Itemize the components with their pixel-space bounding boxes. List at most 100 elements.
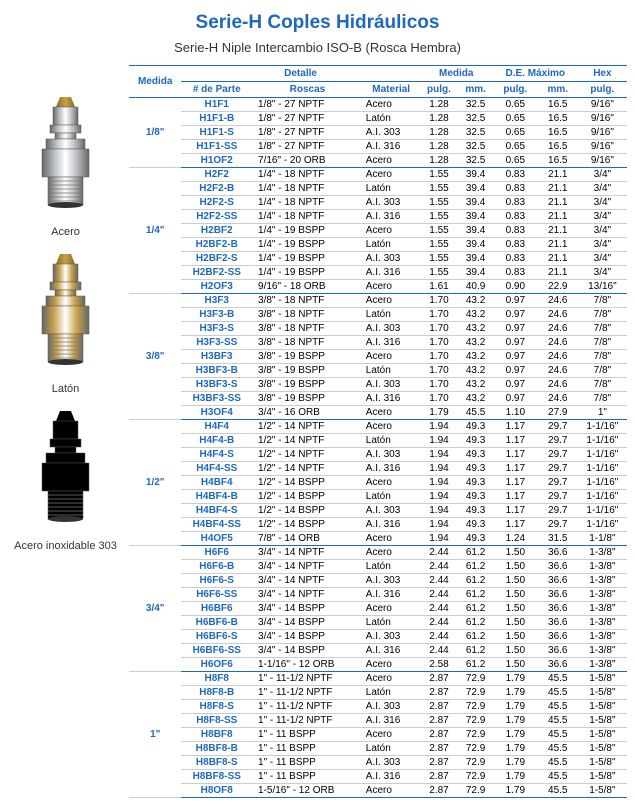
cell-de-mm: 31.5 xyxy=(538,532,578,546)
cell-de-mm: 16.5 xyxy=(538,112,578,126)
cell-material: Acero xyxy=(363,224,420,238)
cell-material: Acero xyxy=(363,476,420,490)
cell-pulg: 1.55 xyxy=(420,168,459,182)
cell-de-pulg: 0.83 xyxy=(493,210,538,224)
cell-roscas: 1/2" - 14 BSPP xyxy=(252,476,363,490)
cell-medida: 1/4" xyxy=(129,168,181,294)
cell-material: A.I. 316 xyxy=(363,462,420,476)
table-row: H3BF3-S3/8" - 19 BSPPA.I. 3031.7043.20.9… xyxy=(129,378,627,392)
cell-pulg: 1.55 xyxy=(420,224,459,238)
cell-part: H3BF3-SS xyxy=(181,392,252,406)
cell-material: Acero xyxy=(363,672,420,686)
table-row: 1/8"H1F11/8" - 27 NPTFAcero1.2832.50.651… xyxy=(129,98,627,112)
cell-pulg: 1.28 xyxy=(420,98,459,112)
cell-de-pulg: 1.79 xyxy=(493,756,538,770)
cell-mm: 39.4 xyxy=(458,224,492,238)
content-container: Acero Latón xyxy=(8,65,627,798)
cell-hex: 3/4" xyxy=(578,196,627,210)
table-row: H3F3-S3/8" - 18 NPTFA.I. 3031.7043.20.97… xyxy=(129,322,627,336)
cell-de-mm: 29.7 xyxy=(538,518,578,532)
cell-pulg: 1.94 xyxy=(420,462,459,476)
cell-de-pulg: 0.65 xyxy=(493,154,538,168)
cell-de-mm: 16.5 xyxy=(538,154,578,168)
cell-material: Latón xyxy=(363,560,420,574)
cell-material: Acero xyxy=(363,294,420,308)
cell-mm: 49.3 xyxy=(458,490,492,504)
cell-pulg: 1.28 xyxy=(420,112,459,126)
cell-medida: 3/4" xyxy=(129,546,181,672)
cell-de-pulg: 0.97 xyxy=(493,378,538,392)
cell-hex: 3/4" xyxy=(578,252,627,266)
cell-roscas: 3/4" - 14 NPTF xyxy=(252,546,363,560)
cell-de-pulg: 0.83 xyxy=(493,196,538,210)
cell-part: H1F1-S xyxy=(181,126,252,140)
cell-roscas: 3/8" - 19 BSPP xyxy=(252,350,363,364)
cell-part: H2OF3 xyxy=(181,280,252,294)
cell-pulg: 1.94 xyxy=(420,448,459,462)
cell-material: A.I. 303 xyxy=(363,574,420,588)
cell-pulg: 1.94 xyxy=(420,518,459,532)
cell-roscas: 1/4" - 18 NPTF xyxy=(252,182,363,196)
cell-part: H2F2 xyxy=(181,168,252,182)
cell-mm: 49.3 xyxy=(458,476,492,490)
cell-part: H4F4-SS xyxy=(181,462,252,476)
cell-material: A.I. 303 xyxy=(363,700,420,714)
cell-material: Acero xyxy=(363,98,420,112)
cell-part: H3F3-B xyxy=(181,308,252,322)
cell-part: H6F6-SS xyxy=(181,588,252,602)
cell-material: A.I. 303 xyxy=(363,504,420,518)
cell-hex: 3/4" xyxy=(578,182,627,196)
cell-roscas: 1/4" - 18 NPTF xyxy=(252,168,363,182)
cell-material: Latón xyxy=(363,112,420,126)
cell-mm: 43.2 xyxy=(458,308,492,322)
page-subtitle: Serie-H Niple Intercambio ISO-B (Rosca H… xyxy=(8,40,627,55)
cell-pulg: 2.87 xyxy=(420,700,459,714)
cell-de-mm: 21.1 xyxy=(538,266,578,280)
cell-material: Latón xyxy=(363,182,420,196)
coupling-icon xyxy=(28,95,103,215)
cell-roscas: 1" - 11-1/2 NPTF xyxy=(252,700,363,714)
cell-de-pulg: 0.97 xyxy=(493,392,538,406)
cell-pulg: 1.28 xyxy=(420,140,459,154)
coupling-label: Acero inoxidable 303 xyxy=(14,540,117,552)
cell-hex: 1-3/8" xyxy=(578,658,627,672)
cell-roscas: 1/2" - 14 BSPP xyxy=(252,518,363,532)
cell-de-pulg: 1.79 xyxy=(493,714,538,728)
cell-hex: 1-5/8" xyxy=(578,742,627,756)
cell-hex: 9/16" xyxy=(578,98,627,112)
cell-de-mm: 45.5 xyxy=(538,728,578,742)
table-row: H8BF8-SS1" - 11 BSPPA.I. 3162.8772.91.79… xyxy=(129,770,627,784)
cell-mm: 32.5 xyxy=(458,154,492,168)
cell-de-mm: 36.6 xyxy=(538,630,578,644)
cell-material: A.I. 303 xyxy=(363,630,420,644)
cell-roscas: 1/2" - 14 NPTF xyxy=(252,448,363,462)
cell-mm: 61.2 xyxy=(458,560,492,574)
cell-part: H4F4 xyxy=(181,420,252,434)
cell-material: A.I. 303 xyxy=(363,378,420,392)
cell-hex: 9/16" xyxy=(578,126,627,140)
cell-part: H4BF4-B xyxy=(181,490,252,504)
cell-de-pulg: 0.90 xyxy=(493,280,538,294)
cell-hex: 1-1/16" xyxy=(578,420,627,434)
cell-de-mm: 24.6 xyxy=(538,350,578,364)
cell-roscas: 3/8" - 18 NPTF xyxy=(252,294,363,308)
cell-part: H2BF2-S xyxy=(181,252,252,266)
cell-hex: 1-3/8" xyxy=(578,644,627,658)
cell-hex: 7/8" xyxy=(578,336,627,350)
cell-part: H6F6-S xyxy=(181,574,252,588)
cell-mm: 49.3 xyxy=(458,518,492,532)
cell-de-pulg: 0.83 xyxy=(493,252,538,266)
cell-roscas: 1/4" - 19 BSPP xyxy=(252,266,363,280)
cell-de-mm: 21.1 xyxy=(538,196,578,210)
cell-de-mm: 24.6 xyxy=(538,308,578,322)
cell-hex: 3/4" xyxy=(578,168,627,182)
cell-de-mm: 27.9 xyxy=(538,406,578,420)
cell-part: H4BF4-SS xyxy=(181,518,252,532)
coupling-image xyxy=(26,95,106,220)
cell-hex: 1-1/16" xyxy=(578,490,627,504)
cell-medida: 3/8" xyxy=(129,294,181,420)
cell-de-pulg: 1.50 xyxy=(493,630,538,644)
table-row: H8BF8-S1" - 11 BSPPA.I. 3032.8772.91.794… xyxy=(129,756,627,770)
cell-material: Acero xyxy=(363,350,420,364)
cell-mm: 61.2 xyxy=(458,630,492,644)
